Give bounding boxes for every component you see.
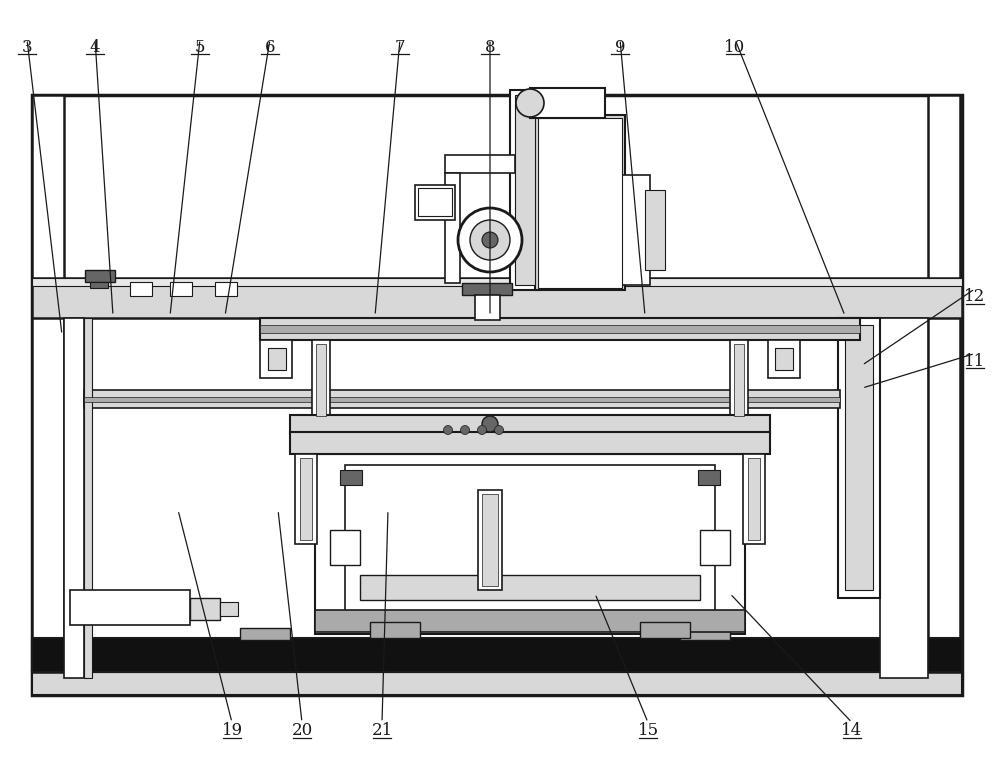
- Bar: [530, 88, 605, 118]
- Bar: [290, 415, 770, 433]
- Bar: [462, 283, 512, 295]
- Circle shape: [460, 425, 470, 435]
- Circle shape: [444, 425, 452, 435]
- Text: 21: 21: [371, 722, 393, 739]
- Bar: [90, 282, 108, 288]
- Bar: [260, 318, 860, 340]
- Bar: [845, 325, 873, 590]
- Text: 15: 15: [637, 722, 659, 739]
- Bar: [85, 270, 115, 282]
- Bar: [260, 325, 860, 333]
- Bar: [515, 95, 535, 285]
- Bar: [84, 390, 840, 408]
- Bar: [535, 115, 625, 290]
- Bar: [640, 622, 690, 638]
- Text: 7: 7: [395, 39, 405, 56]
- Circle shape: [494, 425, 504, 435]
- Bar: [190, 598, 220, 620]
- Bar: [64, 318, 84, 678]
- Bar: [775, 348, 793, 370]
- Bar: [734, 344, 744, 416]
- Text: 3: 3: [22, 39, 32, 56]
- Bar: [316, 344, 326, 416]
- Bar: [370, 622, 420, 638]
- Text: 11: 11: [964, 353, 986, 370]
- Bar: [445, 155, 515, 173]
- Bar: [345, 465, 715, 620]
- Bar: [478, 490, 502, 590]
- Bar: [315, 610, 745, 632]
- Circle shape: [482, 416, 498, 432]
- Circle shape: [470, 220, 510, 260]
- Bar: [32, 278, 962, 286]
- Text: 12: 12: [964, 288, 986, 305]
- Bar: [295, 454, 317, 544]
- Bar: [743, 454, 765, 544]
- Bar: [880, 318, 928, 678]
- Text: 14: 14: [841, 722, 863, 739]
- Text: 5: 5: [195, 39, 205, 56]
- Circle shape: [516, 89, 544, 117]
- Bar: [768, 340, 800, 378]
- Bar: [300, 458, 312, 540]
- Bar: [418, 188, 452, 216]
- Bar: [700, 530, 730, 565]
- Bar: [268, 348, 286, 370]
- Bar: [32, 638, 962, 672]
- Bar: [130, 282, 152, 296]
- Bar: [538, 118, 622, 288]
- Bar: [475, 295, 500, 320]
- Bar: [680, 628, 730, 640]
- Bar: [415, 185, 455, 220]
- Bar: [32, 278, 962, 318]
- Text: 10: 10: [724, 39, 746, 56]
- Bar: [84, 318, 92, 678]
- Text: 8: 8: [485, 39, 495, 56]
- Circle shape: [478, 425, 486, 435]
- Text: 6: 6: [265, 39, 275, 56]
- Bar: [32, 95, 64, 672]
- Bar: [315, 454, 745, 634]
- Text: 20: 20: [291, 722, 313, 739]
- Bar: [290, 432, 770, 454]
- Bar: [32, 640, 962, 672]
- Bar: [215, 282, 237, 296]
- Bar: [312, 340, 330, 420]
- Bar: [645, 190, 665, 270]
- Bar: [445, 173, 460, 283]
- Circle shape: [458, 208, 522, 272]
- Bar: [748, 458, 760, 540]
- Text: 9: 9: [615, 39, 625, 56]
- Bar: [70, 590, 190, 625]
- Circle shape: [482, 232, 498, 248]
- Bar: [340, 470, 362, 485]
- Bar: [32, 95, 962, 695]
- Bar: [220, 602, 238, 616]
- Bar: [84, 397, 840, 402]
- Bar: [32, 670, 962, 695]
- Bar: [482, 494, 498, 586]
- Text: 4: 4: [90, 39, 100, 56]
- Bar: [330, 530, 360, 565]
- Bar: [510, 90, 540, 290]
- Bar: [170, 282, 192, 296]
- Bar: [838, 318, 880, 598]
- Bar: [928, 95, 960, 672]
- Bar: [698, 470, 720, 485]
- Bar: [260, 340, 292, 378]
- Bar: [360, 575, 700, 600]
- Text: 19: 19: [221, 722, 243, 739]
- Bar: [240, 628, 290, 640]
- Bar: [730, 340, 748, 420]
- Bar: [620, 175, 650, 285]
